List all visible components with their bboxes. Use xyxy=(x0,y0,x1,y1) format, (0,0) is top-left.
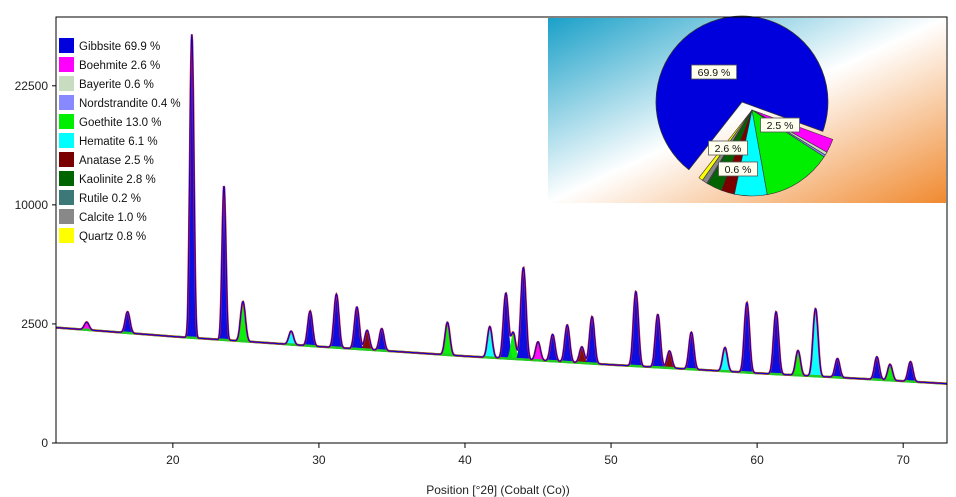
phase-peak-fill-25 xyxy=(714,347,736,372)
legend-label: Nordstrandite 0.4 % xyxy=(79,98,181,110)
phase-peak-fill-3 xyxy=(216,185,232,341)
pie-inset: 69.9 % 2.6 % 0.6 % 2.5 % xyxy=(548,15,946,203)
x-tick-label: 70 xyxy=(897,453,911,467)
phase-peak-fill-22 xyxy=(647,314,669,368)
legend-label: Kaolinite 2.8 % xyxy=(79,174,156,186)
pie-slice-gibbsite xyxy=(655,15,829,171)
legend-label: Bayerite 0.6 % xyxy=(79,79,154,91)
phase-fill-layer xyxy=(76,34,921,383)
legend-label: Anatase 2.5 % xyxy=(79,155,154,167)
legend-label: Rutile 0.2 % xyxy=(79,193,141,205)
phase-peak-fill-28 xyxy=(787,350,809,376)
phase-peak-fill-32 xyxy=(879,364,901,381)
pie-label-boehmite: 2.6 % xyxy=(715,143,742,155)
x-tick-label: 20 xyxy=(166,453,180,467)
y-tick-label: 10000 xyxy=(15,198,49,212)
x-tick-label: 40 xyxy=(458,453,472,467)
phase-peak-fill-12 xyxy=(479,326,501,359)
phase-peak-fill-24 xyxy=(681,332,702,370)
pie-label-gibbsite: 69.9 % xyxy=(698,67,731,79)
phase-peak-fill-21 xyxy=(625,291,647,367)
legend-label: Calcite 1.0 % xyxy=(79,212,147,224)
pie-label-box xyxy=(708,140,748,156)
phase-peak-fill-13 xyxy=(495,293,517,360)
phase-peak-fill-30 xyxy=(827,358,848,378)
phase-peak-fill-6 xyxy=(299,311,321,347)
phase-peak-fill-4 xyxy=(232,301,254,342)
phase-peak-fill-17 xyxy=(542,334,563,362)
x-axis: 20 30 40 50 60 70 xyxy=(166,443,910,467)
legend-swatch xyxy=(59,133,74,148)
phase-peak-fill-23 xyxy=(659,351,680,369)
pie-label-box xyxy=(691,64,738,80)
legend-swatch xyxy=(59,190,74,205)
x-axis-title: Position [°2θ] (Cobalt (Co)) xyxy=(426,483,570,497)
pie-label-box xyxy=(760,117,800,133)
phase-peak-fill-26 xyxy=(736,302,758,374)
legend-swatch xyxy=(59,57,74,72)
legend-swatch xyxy=(59,114,74,129)
pie-label-box xyxy=(718,161,758,177)
y-tick-label: 2500 xyxy=(21,317,48,331)
legend-swatch xyxy=(59,228,74,243)
y-tick-label: 0 xyxy=(41,436,48,450)
legend: Gibbsite 69.9 % Boehmite 2.6 % Bayerite 0.… xyxy=(59,38,181,243)
phase-peak-fill-1 xyxy=(117,311,138,334)
legend-swatch xyxy=(59,76,74,91)
legend-swatch xyxy=(59,171,74,186)
x-tick-label: 30 xyxy=(312,453,326,467)
x-tick-label: 50 xyxy=(604,453,618,467)
plot-frame xyxy=(55,16,948,444)
phase-peak-fill-8 xyxy=(346,307,368,350)
phase-peak-fill-14 xyxy=(502,332,524,360)
x-tick-label: 60 xyxy=(750,453,764,467)
phase-peak-fill-16 xyxy=(527,341,549,361)
phase-peak-fill-20 xyxy=(581,316,603,365)
pie-label-bayerite: 0.6 % xyxy=(725,164,752,176)
calculated-trace xyxy=(56,34,947,385)
phase-peak-fill-27 xyxy=(765,312,787,375)
phase-peak-fill-31 xyxy=(866,356,888,381)
legend-label: Quartz 0.8 % xyxy=(79,231,146,243)
phase-peak-fill-10 xyxy=(371,328,392,352)
legend-label: Gibbsite 69.9 % xyxy=(79,41,160,53)
phase-peak-fill-2 xyxy=(184,34,200,339)
phase-peak-fill-33 xyxy=(900,361,921,383)
phase-peak-fill-9 xyxy=(356,330,378,351)
phase-peak-fill-7 xyxy=(326,294,347,349)
legend-swatch xyxy=(59,152,74,167)
legend-label: Hematite 6.1 % xyxy=(79,136,158,148)
phase-peak-fill-11 xyxy=(437,322,458,356)
pie-label-anatase: 2.5 % xyxy=(767,120,794,132)
phase-peak-fill-18 xyxy=(556,325,578,363)
phase-peak-fill-29 xyxy=(805,308,826,377)
phase-peak-fill-15 xyxy=(513,267,534,361)
y-axis: 0 2500 10000 22500 xyxy=(15,79,56,450)
phase-peak-fill-5 xyxy=(280,331,302,346)
legend-label: Boehmite 2.6 % xyxy=(79,60,160,72)
y-tick-label: 22500 xyxy=(15,79,49,93)
legend-swatch xyxy=(59,95,74,110)
phase-peak-fill-0 xyxy=(76,322,97,331)
legend-swatch xyxy=(59,38,74,53)
legend-label: Goethite 13.0 % xyxy=(79,117,161,129)
trace-layer xyxy=(56,34,947,385)
legend-swatch xyxy=(59,209,74,224)
phase-peak-fill-19 xyxy=(571,346,593,364)
